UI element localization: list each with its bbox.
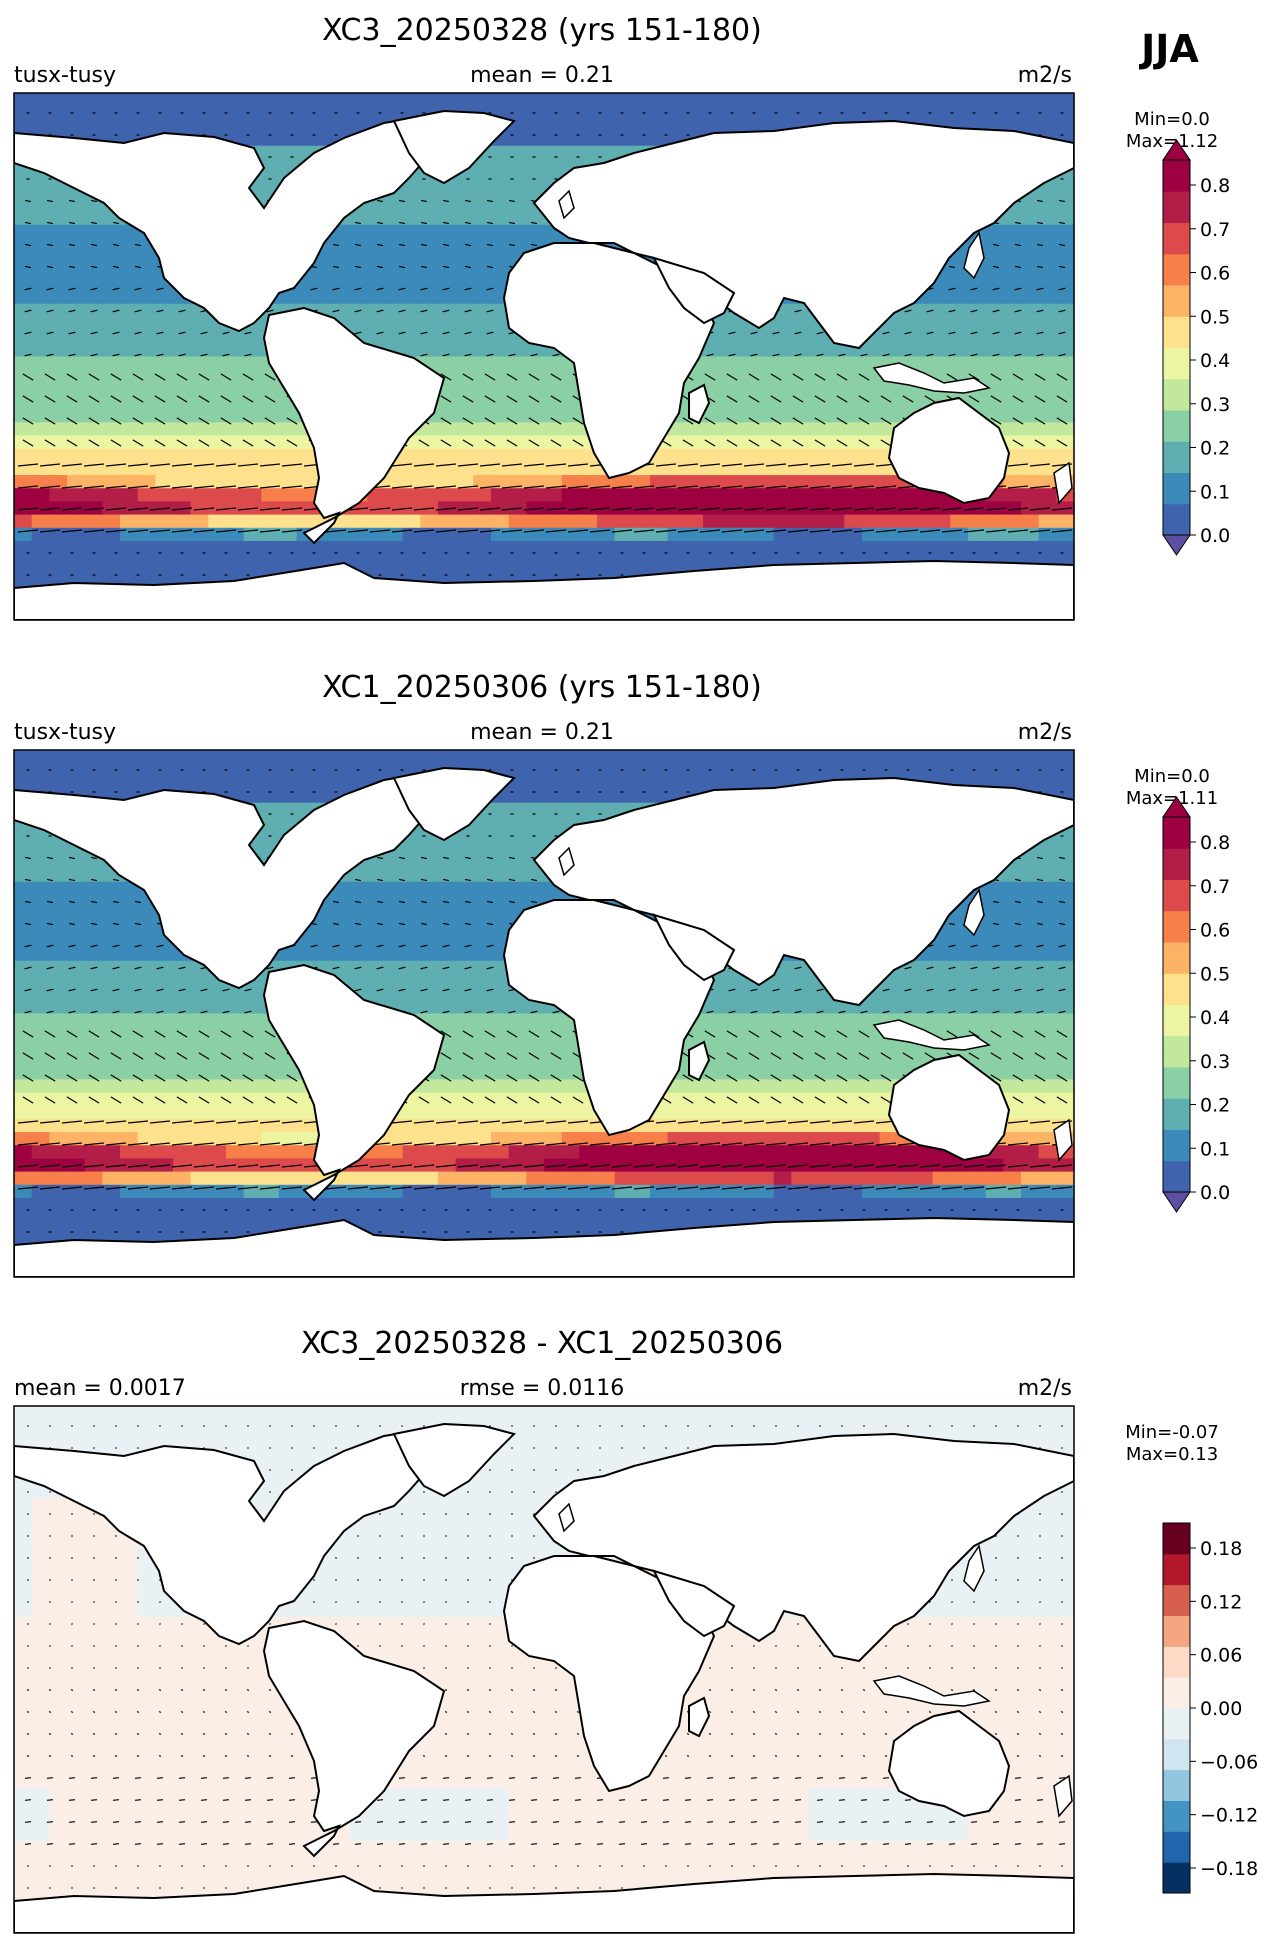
min-label: Min=0.0	[1134, 766, 1210, 787]
colorbar-tick-label: 0.7	[1200, 219, 1230, 241]
panels: XC3_20250328 (yrs 151-180) tusx-tusy mean …	[14, 13, 1258, 1934]
colorbar-segment	[1163, 1554, 1190, 1585]
panel-left-label: tusx-tusy	[14, 720, 116, 745]
colorbar-tick-label: 0.4	[1200, 350, 1230, 372]
min-label: Min=-0.07	[1125, 1422, 1219, 1443]
colorbar-segment	[1163, 817, 1190, 849]
colorbar-tick-label: −0.18	[1200, 1858, 1258, 1880]
colorbar-segment	[1163, 504, 1190, 536]
colorbar-tick-label: 0.2	[1200, 1095, 1230, 1117]
colorbar-segment	[1163, 880, 1190, 912]
colorbar-tick-label: 0.1	[1200, 1138, 1230, 1160]
panel-left-label: tusx-tusy	[14, 63, 116, 88]
colorbar-tick-label: −0.12	[1200, 1805, 1258, 1827]
colorbar-segment	[1163, 160, 1190, 192]
colorbar-tick-label: 0.12	[1200, 1591, 1242, 1613]
colorbar-extend-bottom	[1163, 1192, 1190, 1212]
colorbar-tick-label: 0.0	[1200, 525, 1230, 547]
colorbar-extend-bottom	[1163, 535, 1190, 555]
colorbar-segment	[1163, 1831, 1190, 1862]
colorbar-tick-label: 0.8	[1200, 175, 1230, 197]
colorbar: −0.18 −0.12 −0.06 0.00 0.06 0.12 0.18	[1163, 1523, 1258, 1894]
panel-2: XC1_20250306 (yrs 151-180) tusx-tusy mean …	[14, 670, 1230, 1278]
colorbar-segment	[1163, 1801, 1190, 1832]
panel-title: XC3_20250328 (yrs 151-180)	[322, 13, 762, 48]
colorbar-tick-label: 0.6	[1200, 263, 1230, 285]
panel-units: m2/s	[1018, 63, 1072, 88]
colorbar-segment	[1163, 973, 1190, 1005]
colorbar-tick-label: 0.06	[1200, 1645, 1242, 1667]
colorbar-tick-label: −0.06	[1200, 1751, 1258, 1773]
panel-title: XC1_20250306 (yrs 151-180)	[322, 670, 762, 705]
colorbar-segment	[1163, 223, 1190, 255]
panel-1: XC3_20250328 (yrs 151-180) tusx-tusy mean …	[14, 13, 1230, 621]
colorbar-segment	[1163, 1708, 1190, 1739]
colorbar-segment	[1163, 410, 1190, 442]
colorbar-tick-label: 0.7	[1200, 876, 1230, 898]
panel-units: m2/s	[1018, 720, 1072, 745]
colorbar-tick-label: 0.0	[1200, 1182, 1230, 1204]
colorbar-segment	[1163, 1523, 1190, 1554]
colorbar-tick-label: 0.1	[1200, 481, 1230, 503]
colorbar-tick-label: 0.3	[1200, 1051, 1230, 1073]
colorbar-tick-label: 0.5	[1200, 306, 1230, 328]
colorbar-segment	[1163, 848, 1190, 880]
colorbar-segment	[1163, 1646, 1190, 1677]
colorbar-segment	[1163, 473, 1190, 505]
colorbar-tick-label: 0.18	[1200, 1538, 1242, 1560]
colorbar-segment	[1163, 1616, 1190, 1647]
colorbar-segment	[1163, 1585, 1190, 1616]
colorbar-segment	[1163, 441, 1190, 473]
max-label: Max=0.13	[1126, 1444, 1218, 1465]
colorbar-segment	[1163, 316, 1190, 348]
colorbar-tick-label: 0.2	[1200, 438, 1230, 460]
colorbar: 0.0 0.1 0.2 0.3 0.4 0.5 0.6 0.7 0.8	[1163, 797, 1230, 1212]
colorbar-tick-label: 0.00	[1200, 1698, 1242, 1720]
colorbar-segment	[1163, 1067, 1190, 1099]
panel-left-label: mean = 0.0017	[14, 1376, 186, 1401]
colorbar-segment	[1163, 942, 1190, 974]
season-label: JJA	[1138, 27, 1199, 71]
colorbar-tick-label: 0.8	[1200, 832, 1230, 854]
colorbar-segment	[1163, 191, 1190, 223]
colorbar-tick-label: 0.6	[1200, 920, 1230, 942]
colorbar-segment	[1163, 1677, 1190, 1708]
colorbar-tick-label: 0.4	[1200, 1007, 1230, 1029]
colorbar-segment	[1163, 1161, 1190, 1193]
colorbar-segment	[1163, 254, 1190, 286]
panel-center-label: mean = 0.21	[470, 63, 614, 88]
colorbar-segment	[1163, 1036, 1190, 1068]
panel-units: m2/s	[1018, 1376, 1072, 1401]
colorbar: 0.0 0.1 0.2 0.3 0.4 0.5 0.6 0.7 0.8	[1163, 140, 1230, 555]
panel-center-label: mean = 0.21	[470, 720, 614, 745]
colorbar-segment	[1163, 911, 1190, 943]
colorbar-segment	[1163, 1098, 1190, 1130]
panel-center-label: rmse = 0.0116	[460, 1376, 624, 1401]
colorbar-segment	[1163, 285, 1190, 317]
panel-title: XC3_20250328 - XC1_20250306	[301, 1326, 783, 1361]
colorbar-segment	[1163, 348, 1190, 380]
colorbar-segment	[1163, 1862, 1190, 1893]
colorbar-tick-label: 0.3	[1200, 394, 1230, 416]
min-label: Min=0.0	[1134, 109, 1210, 130]
colorbar-segment	[1163, 379, 1190, 411]
colorbar-segment	[1163, 1770, 1190, 1801]
colorbar-tick-label: 0.5	[1200, 963, 1230, 985]
colorbar-segment	[1163, 1739, 1190, 1770]
colorbar-segment	[1163, 1130, 1190, 1162]
colorbar-segment	[1163, 1005, 1190, 1037]
